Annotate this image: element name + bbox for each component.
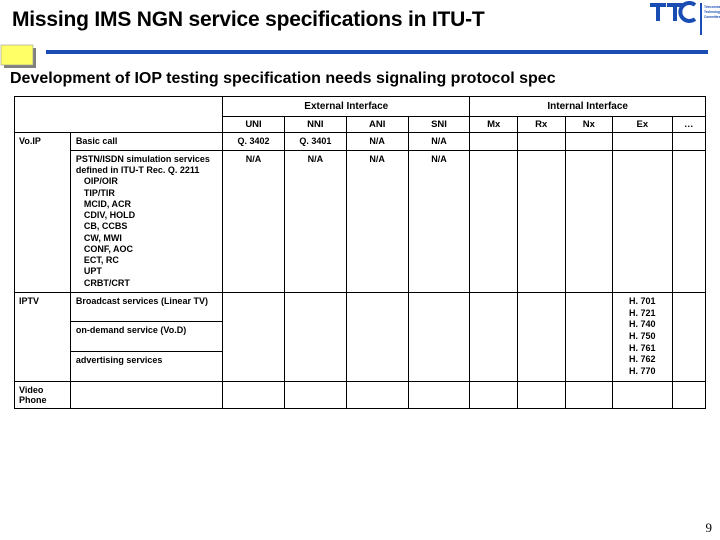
ex-list-item: H. 762 — [615, 354, 669, 366]
cell — [672, 292, 705, 381]
cell — [517, 381, 565, 408]
sim-list-item: CRBT/CRT — [84, 278, 217, 289]
cell — [470, 150, 518, 292]
cat-voip: Vo.IP — [15, 133, 71, 293]
sim-list-item: UPT — [84, 266, 217, 277]
cell — [408, 381, 470, 408]
sim-list-item: CW, MWI — [84, 233, 217, 244]
desc-advertising: advertising services — [70, 352, 222, 382]
cell: N/A — [223, 150, 285, 292]
cell — [284, 381, 346, 408]
cell — [470, 292, 518, 381]
desc-basic-call: Basic call — [70, 133, 222, 151]
ex-list-item: H. 721 — [615, 308, 669, 320]
table-row: Video Phone — [15, 381, 706, 408]
cell — [565, 133, 613, 151]
table-row: Vo.IP Basic call Q. 3402 Q. 3401 N/A N/A — [15, 133, 706, 151]
cell: Q. 3401 — [284, 133, 346, 151]
cat-videophone: Video Phone — [15, 381, 71, 408]
table-row: IPTV Broadcast services (Linear TV) H. 7… — [15, 292, 706, 322]
col-ani: ANI — [346, 117, 408, 133]
desc-pstn-isdn: PSTN/ISDN simulation services defined in… — [70, 150, 222, 292]
ex-list-item: H. 701 — [615, 296, 669, 308]
cell — [223, 292, 285, 381]
cell — [672, 150, 705, 292]
sim-list-item: MCID, ACR — [84, 199, 217, 210]
cell: Q. 3402 — [223, 133, 285, 151]
decorative-box-icon — [0, 44, 38, 70]
cell — [517, 150, 565, 292]
ex-list-item: H. 770 — [615, 366, 669, 378]
spec-table: External Interface Internal Interface UN… — [14, 96, 706, 409]
col-sni: SNI — [408, 117, 470, 133]
cell — [346, 381, 408, 408]
col-nx: Nx — [565, 117, 613, 133]
sim-list-item: CDIV, HOLD — [84, 210, 217, 221]
cell: N/A — [284, 150, 346, 292]
sim-list-item: TIP/TIR — [84, 188, 217, 199]
col-mx: Mx — [470, 117, 518, 133]
sim-list-item: ECT, RC — [84, 255, 217, 266]
page-number: 9 — [706, 520, 713, 536]
sim-service-list: OIP/OIRTIP/TIRMCID, ACRCDIV, HOLDCB, CCB… — [84, 176, 217, 289]
cell — [517, 133, 565, 151]
cell — [613, 150, 672, 292]
cell: N/A — [346, 150, 408, 292]
desc-ondemand: on-demand service (Vo.D) — [70, 322, 222, 352]
desc-pstn-main: PSTN/ISDN simulation services defined in… — [76, 154, 210, 175]
desc-videophone — [70, 381, 222, 408]
cell — [284, 292, 346, 381]
ex-refs: H. 701H. 721H. 740H. 750H. 761H. 762H. 7… — [613, 292, 672, 381]
subtitle: Development of IOP testing specification… — [10, 70, 720, 88]
cell — [470, 133, 518, 151]
ex-list-item: H. 740 — [615, 319, 669, 331]
page-title: Missing IMS NGN service specifications i… — [12, 8, 710, 32]
cell — [613, 133, 672, 151]
cell: N/A — [408, 133, 470, 151]
cell — [565, 292, 613, 381]
cell — [672, 381, 705, 408]
cell — [408, 292, 470, 381]
ex-list-item: H. 761 — [615, 343, 669, 355]
cell — [517, 292, 565, 381]
cell: N/A — [346, 133, 408, 151]
col-ex: Ex — [613, 117, 672, 133]
cell — [565, 150, 613, 292]
table-row: PSTN/ISDN simulation services defined in… — [15, 150, 706, 292]
sim-list-item: CONF, AOC — [84, 244, 217, 255]
header-external: External Interface — [223, 97, 470, 117]
title-underline — [46, 50, 708, 54]
col-rx: Rx — [517, 117, 565, 133]
cell — [223, 381, 285, 408]
desc-broadcast: Broadcast services (Linear TV) — [70, 292, 222, 322]
cell — [565, 381, 613, 408]
col-dots: … — [672, 117, 705, 133]
col-nni: NNI — [284, 117, 346, 133]
cell — [613, 381, 672, 408]
cell: N/A — [408, 150, 470, 292]
col-uni: UNI — [223, 117, 285, 133]
cell — [470, 381, 518, 408]
cat-iptv: IPTV — [15, 292, 71, 381]
sim-list-item: OIP/OIR — [84, 176, 217, 187]
cell — [346, 292, 408, 381]
ex-list-item: H. 750 — [615, 331, 669, 343]
header-blank — [15, 97, 223, 133]
sim-list-item: CB, CCBS — [84, 221, 217, 232]
header-internal: Internal Interface — [470, 97, 706, 117]
cell — [672, 133, 705, 151]
